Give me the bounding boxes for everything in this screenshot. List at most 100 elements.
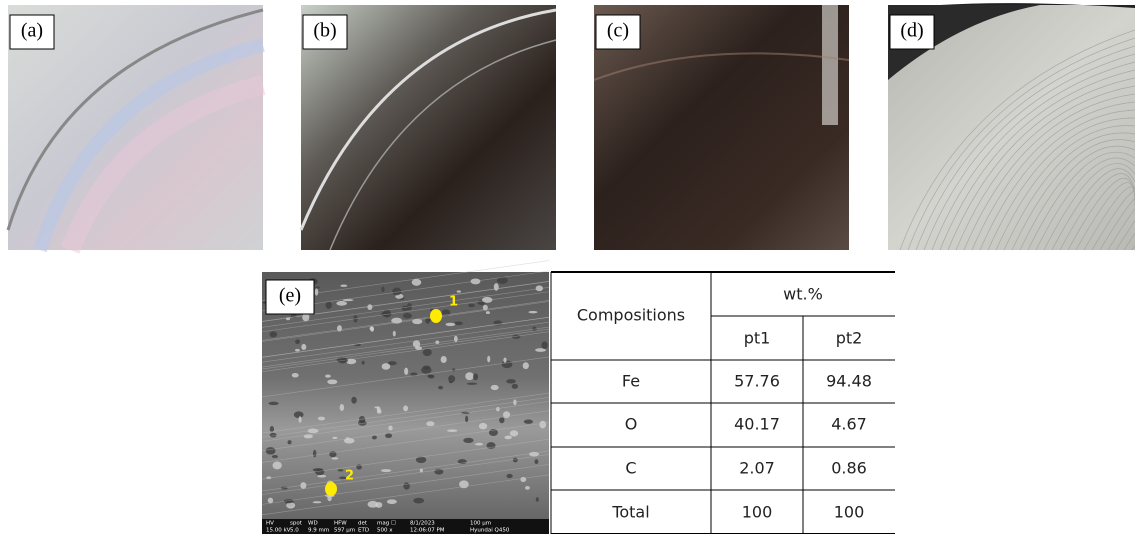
table-cell: 100 xyxy=(742,503,773,522)
particle xyxy=(438,386,443,389)
particle xyxy=(292,373,299,378)
particle xyxy=(338,469,344,471)
particle xyxy=(479,423,487,429)
particle xyxy=(512,384,518,389)
particle xyxy=(441,356,447,363)
info-value: 9.9 mm xyxy=(308,528,329,534)
particle xyxy=(421,367,431,374)
particle xyxy=(463,438,473,443)
particle xyxy=(382,363,391,370)
particle xyxy=(502,361,513,369)
particle xyxy=(336,301,347,306)
particle xyxy=(370,326,374,330)
particle xyxy=(327,495,331,501)
particle xyxy=(465,372,474,380)
particle xyxy=(499,417,504,423)
panel-label: (d) xyxy=(900,20,923,42)
table-header: Compositions xyxy=(577,306,685,325)
particle xyxy=(313,501,322,503)
particle xyxy=(468,304,475,307)
particle xyxy=(465,416,468,423)
particle xyxy=(325,375,331,378)
table-cell: 4.67 xyxy=(831,415,867,434)
particle xyxy=(340,285,347,287)
particle xyxy=(268,498,273,504)
particle xyxy=(374,406,379,408)
info-header: 100 µm xyxy=(470,521,491,527)
table-cell: 100 xyxy=(834,503,865,522)
info-header: WD xyxy=(308,521,318,527)
particle xyxy=(388,426,392,431)
particle xyxy=(270,331,278,337)
particle xyxy=(413,340,420,347)
particle xyxy=(326,302,332,309)
particle xyxy=(457,290,461,292)
figure: (a)(b)(c)(d)(e)12HV15.00 kVspot5.0WD9.9 … xyxy=(0,0,1135,534)
table-cell: 57.76 xyxy=(734,372,780,391)
particle xyxy=(525,486,530,490)
particle xyxy=(506,379,516,383)
info-value: Hyundai Q450 xyxy=(470,528,510,534)
particle xyxy=(427,375,434,378)
particle xyxy=(295,339,300,344)
particle xyxy=(454,336,458,342)
particle xyxy=(272,455,278,458)
particle xyxy=(486,311,490,314)
particle xyxy=(318,417,325,421)
panel-label: (e) xyxy=(279,285,301,307)
table-subheader: pt2 xyxy=(836,329,863,348)
particle xyxy=(403,313,412,318)
particle xyxy=(413,498,424,504)
particle xyxy=(403,482,410,489)
particle xyxy=(541,341,547,349)
particle xyxy=(513,458,518,463)
particle xyxy=(313,450,316,458)
info-value: ETD xyxy=(358,528,369,534)
particle xyxy=(385,433,392,438)
info-header: spot xyxy=(290,521,303,527)
table-header: wt.% xyxy=(783,285,823,304)
particle xyxy=(372,436,377,440)
particle xyxy=(473,373,478,380)
analysis-point xyxy=(325,482,337,496)
table-cell: C xyxy=(625,459,636,478)
particle xyxy=(539,421,546,429)
table-cell: O xyxy=(625,415,638,434)
particle xyxy=(423,349,432,356)
particle xyxy=(317,475,326,478)
info-value: 5.0 xyxy=(290,528,299,534)
table-cell: 2.07 xyxy=(739,459,775,478)
particle xyxy=(523,362,529,369)
particle xyxy=(412,279,422,286)
table-subheader: pt1 xyxy=(744,329,771,348)
particle xyxy=(496,407,500,412)
particle xyxy=(404,368,408,375)
info-value: 15.00 kV xyxy=(266,528,291,534)
particle xyxy=(504,436,512,440)
table-cell: 40.17 xyxy=(734,415,780,434)
particle xyxy=(524,419,533,423)
particle xyxy=(447,429,457,432)
particle xyxy=(332,437,337,439)
particle xyxy=(528,311,537,314)
particle xyxy=(375,502,382,508)
particle xyxy=(351,397,357,404)
table-cell: Total xyxy=(611,503,649,522)
particle xyxy=(381,287,384,292)
particle xyxy=(266,447,276,454)
particle xyxy=(327,379,337,384)
particle xyxy=(534,459,538,464)
particle xyxy=(393,331,396,337)
particle xyxy=(445,323,455,326)
particle xyxy=(426,421,434,426)
particle xyxy=(403,405,408,411)
particle xyxy=(381,469,391,472)
point-label: 1 xyxy=(449,295,458,310)
panel-label: (a) xyxy=(21,20,43,42)
particle xyxy=(520,477,526,482)
particle xyxy=(294,411,304,418)
particle xyxy=(449,381,453,383)
particle xyxy=(503,358,506,363)
table-cell: 0.86 xyxy=(831,459,867,478)
point-label: 2 xyxy=(345,469,354,484)
